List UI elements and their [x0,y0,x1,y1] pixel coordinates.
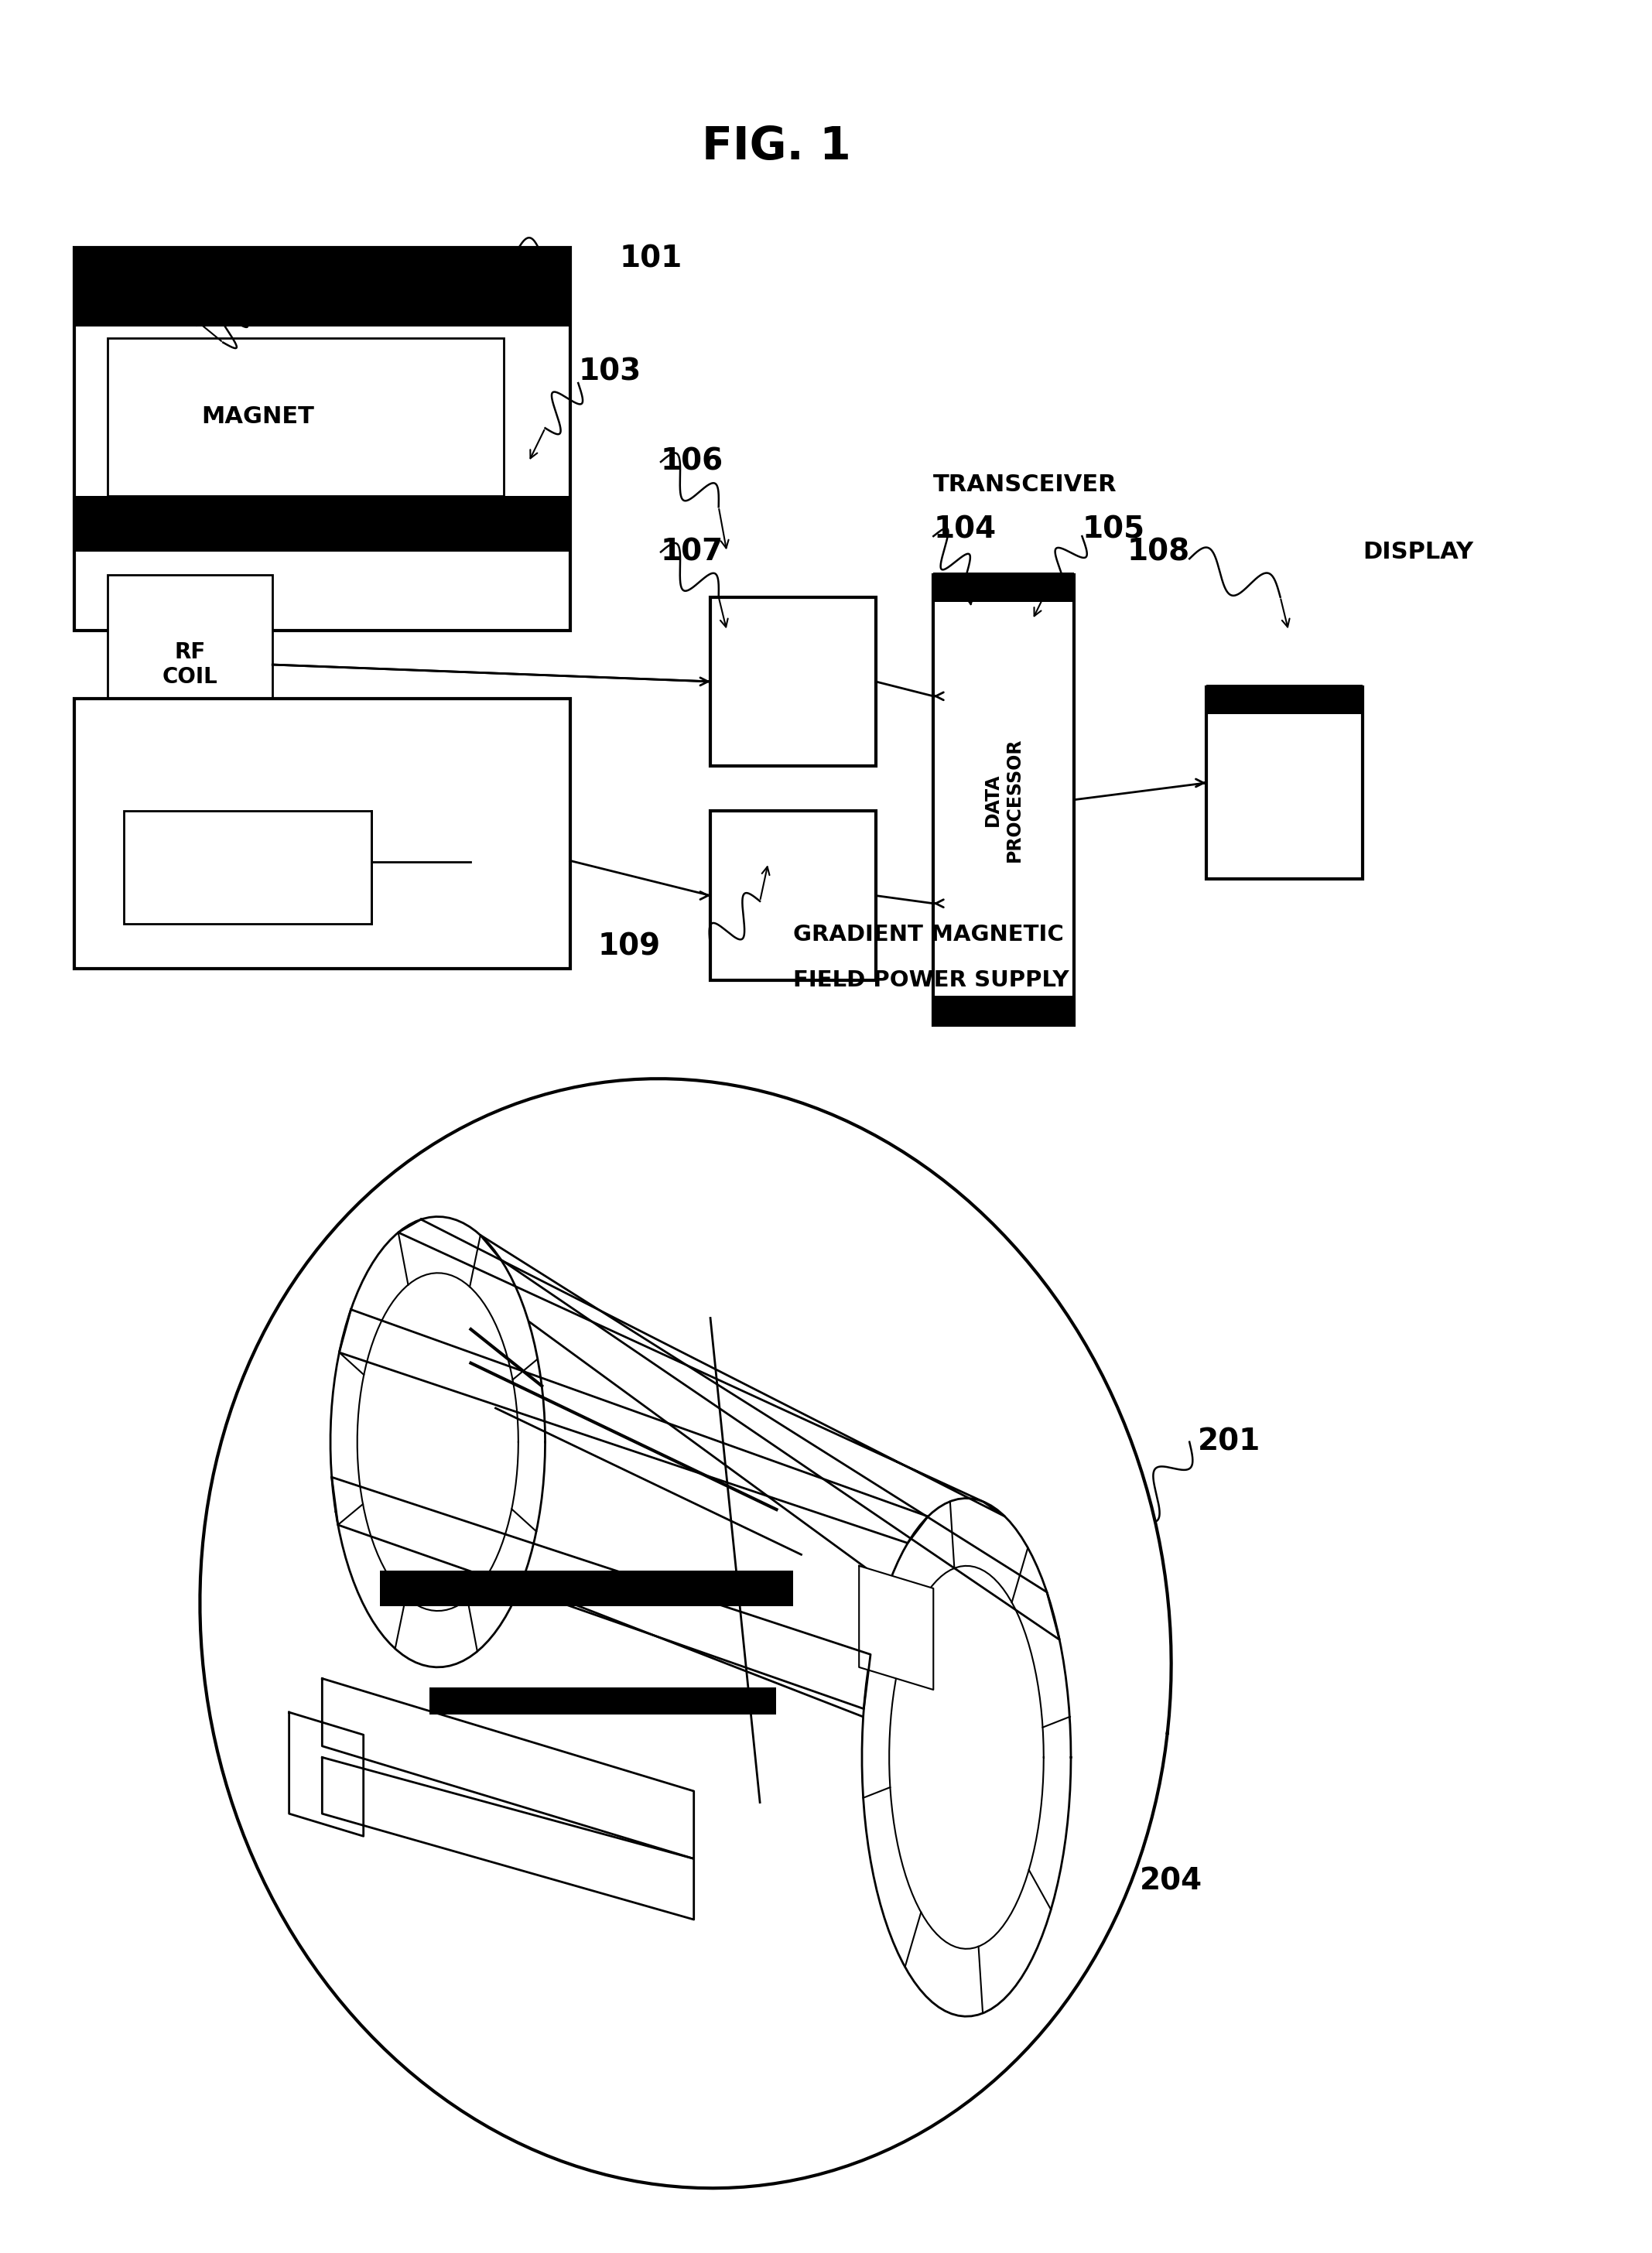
Polygon shape [339,1309,928,1543]
Text: 202: 202 [355,1449,418,1480]
Text: 205: 205 [1049,1550,1112,1582]
Bar [933,996,1074,1025]
Text: DISPLAY: DISPLAY [1363,541,1474,563]
Text: 107: 107 [661,536,724,568]
Polygon shape [332,1478,871,1708]
Text: DATA
PROCESSOR: DATA PROCESSOR [983,737,1024,863]
Bar [107,575,273,755]
Polygon shape [862,1498,1070,2016]
Bar [1206,685,1363,714]
Text: FIELD POWER SUPPLY: FIELD POWER SUPPLY [793,969,1069,991]
Text: 206: 206 [900,1336,963,1368]
Text: 106: 106 [661,446,724,478]
Text: 109: 109 [598,930,661,962]
Polygon shape [330,1217,545,1667]
Text: 204: 204 [1140,1865,1203,1897]
Polygon shape [322,1678,694,1859]
Bar [74,248,570,327]
Text: 103: 103 [578,356,641,388]
Polygon shape [322,1757,694,1920]
Text: 105: 105 [1082,514,1145,545]
Text: 203: 203 [851,1291,914,1323]
Bar [1206,687,1363,879]
Bar [430,1687,776,1715]
Text: 101: 101 [620,243,682,275]
Text: RF
COIL: RF COIL [162,642,218,687]
Polygon shape [289,1712,363,1836]
Text: FIG. 1: FIG. 1 [702,124,851,169]
Text: FIG. 2: FIG. 2 [686,1205,834,1250]
Text: 104: 104 [933,514,996,545]
Bar [107,338,504,496]
Text: MAGNET: MAGNET [202,406,314,428]
Bar [710,597,876,766]
Polygon shape [200,1079,1171,2188]
Bar [74,698,570,969]
Bar [380,1570,793,1606]
Text: 108: 108 [1127,536,1189,568]
Text: TRANSCEIVER: TRANSCEIVER [933,473,1117,496]
Text: 201: 201 [1198,1426,1260,1458]
Bar [710,811,876,980]
Bar [933,575,1074,1025]
Bar [74,496,570,552]
Polygon shape [859,1566,933,1690]
Bar [933,572,1074,602]
Bar [124,811,372,924]
Text: 102: 102 [215,288,278,320]
Text: GRADIENT MAGNETIC: GRADIENT MAGNETIC [793,924,1064,946]
Bar [74,248,570,631]
Polygon shape [481,1235,1059,1640]
Polygon shape [398,1219,1004,1516]
